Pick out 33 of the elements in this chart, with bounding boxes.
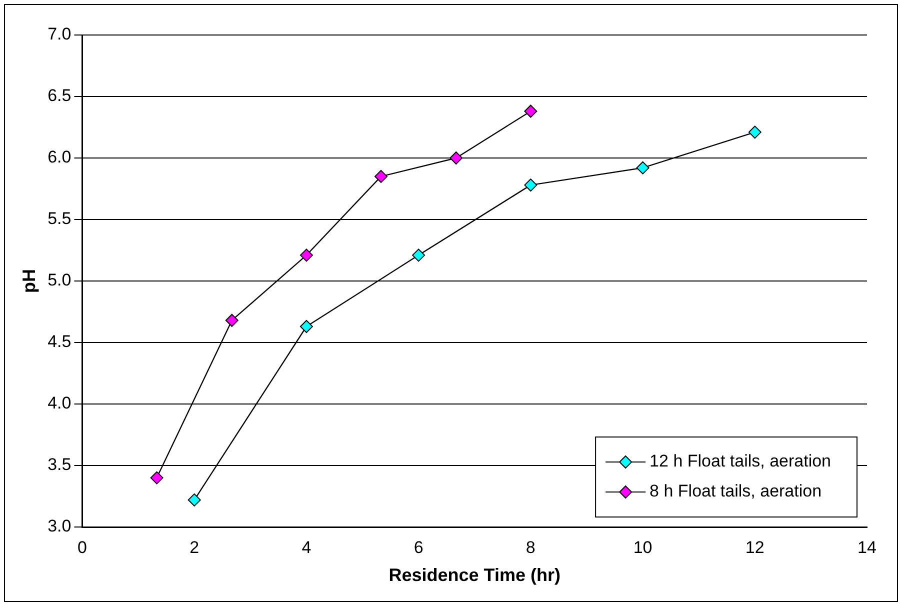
point	[636, 161, 650, 174]
point	[748, 126, 762, 139]
point	[450, 152, 463, 164]
x-axis-title: Residence Time (hr)	[388, 565, 560, 586]
point	[150, 471, 164, 484]
point	[524, 178, 538, 192]
y-tick-label: 6.5	[48, 86, 72, 106]
x-tick-label: 0	[78, 538, 87, 557]
y-tick-label: 5.5	[48, 209, 72, 228]
point	[225, 314, 238, 327]
y-tick-label: 6.0	[48, 148, 72, 167]
y-axis-title: pH	[18, 269, 39, 293]
x-tick-label: 10	[633, 538, 652, 557]
x-tick-label: 12	[745, 538, 764, 557]
legend-label: 12 h Float tails, aeration	[650, 452, 832, 471]
x-tick-label: 6	[414, 538, 424, 557]
y-tick-label: 4.0	[48, 394, 72, 413]
point	[300, 320, 313, 334]
x-tick-label: 4	[302, 538, 312, 557]
point	[412, 248, 426, 262]
x-tick-label: 14	[858, 538, 876, 557]
y-tick-label: 7.0	[48, 24, 72, 44]
x-tick-label: 8	[526, 538, 536, 557]
y-tick-label: 3.5	[48, 455, 72, 474]
point	[300, 248, 313, 262]
point	[524, 104, 538, 118]
x-tick-label: 2	[190, 538, 200, 557]
y-tick-label: 5.0	[48, 270, 72, 290]
point	[374, 170, 388, 183]
legend-label: 8 h Float tails, aeration	[650, 482, 822, 501]
y-tick-label: 3.0	[48, 516, 72, 536]
y-tick-label: 4.5	[48, 332, 72, 352]
point	[188, 493, 201, 506]
